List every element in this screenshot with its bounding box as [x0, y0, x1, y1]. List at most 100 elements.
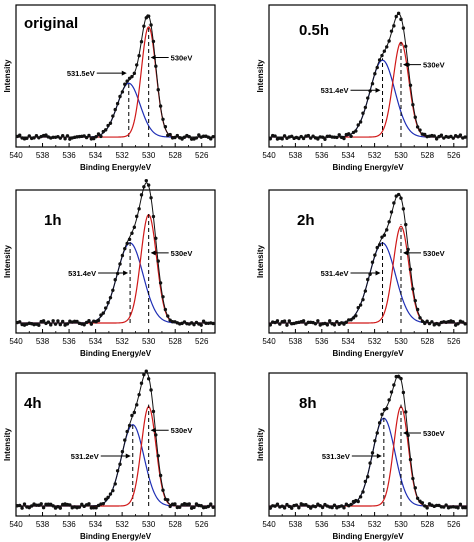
data-point [290, 506, 294, 510]
data-point [149, 23, 153, 27]
panel-0.5h: 540 538 536 534 532 530 528 526 Binding Energy/e… [256, 4, 468, 172]
data-point [61, 133, 65, 138]
data-point [423, 132, 427, 137]
data-point [418, 316, 422, 320]
data-point [139, 40, 144, 44]
data-point [456, 135, 460, 139]
data-point [58, 322, 63, 327]
x-tick-label: 538 [36, 520, 50, 529]
data-point [189, 321, 194, 325]
data-point [382, 49, 387, 53]
data-point [377, 58, 382, 62]
data-point [413, 298, 417, 303]
data-point [323, 137, 327, 141]
data-point [437, 323, 441, 327]
data-point [392, 24, 396, 28]
data-point [108, 492, 113, 496]
data-point [290, 134, 294, 138]
data-point [142, 372, 146, 377]
data-point [120, 449, 125, 454]
data-point [41, 505, 46, 510]
data-point [87, 318, 91, 323]
data-point [132, 71, 137, 76]
data-point [451, 320, 455, 324]
data-point [27, 134, 31, 138]
y-axis-label: Intensity [256, 245, 265, 278]
x-tick-label: 540 [9, 151, 23, 160]
x-tick-label: 526 [447, 520, 461, 529]
x-tick-label: 538 [289, 520, 303, 529]
data-point [349, 318, 353, 322]
data-point [273, 504, 277, 508]
data-point [396, 375, 401, 379]
x-axis-label: Binding Energy/eV [80, 163, 152, 172]
data-point [401, 390, 406, 395]
data-point [430, 320, 434, 324]
data-point [320, 505, 325, 510]
x-axis-label: Binding Energy/eV [332, 532, 404, 541]
peak-label-red: 530eV [423, 429, 445, 438]
data-point [268, 506, 273, 510]
x-tick-label: 532 [115, 151, 129, 160]
data-point [173, 135, 177, 140]
data-point [425, 319, 429, 323]
x-tick-label: 536 [62, 520, 76, 529]
data-point [423, 504, 427, 508]
data-point [373, 72, 377, 76]
data-point [399, 196, 403, 200]
x-axis-label: Binding Energy/eV [332, 349, 404, 358]
data-point [139, 193, 144, 197]
data-point [127, 76, 132, 81]
data-point [268, 137, 273, 141]
data-point [63, 137, 67, 141]
data-point [311, 134, 315, 138]
data-point [137, 207, 141, 211]
data-point [51, 135, 55, 139]
data-point [385, 45, 389, 49]
data-point [154, 64, 158, 68]
data-point [199, 323, 203, 327]
data-point [273, 320, 277, 325]
data-point [149, 196, 153, 200]
data-point [328, 319, 332, 323]
data-point [361, 297, 365, 302]
data-point [309, 506, 313, 510]
data-point [335, 135, 339, 140]
x-tick-label: 530 [142, 520, 156, 529]
data-point [392, 383, 396, 387]
data-point [444, 503, 448, 507]
x-tick-label: 528 [169, 151, 183, 160]
data-point [415, 125, 420, 129]
data-point [211, 505, 215, 509]
data-point [58, 506, 63, 510]
data-point [392, 201, 396, 205]
data-point [337, 133, 341, 137]
data-point [82, 134, 86, 138]
data-point [408, 457, 413, 462]
data-point [320, 135, 325, 139]
peak-label-blue: 531.2eV [71, 452, 99, 461]
peak-label-blue: 531.3eV [322, 452, 350, 461]
x-axis-label: Binding Energy/eV [80, 349, 152, 358]
data-point [166, 498, 170, 502]
data-point [163, 307, 168, 312]
panel-label: 2h [297, 212, 315, 229]
plot-frame [15, 4, 216, 148]
data-point [106, 301, 110, 305]
data-point [92, 136, 96, 141]
data-point [123, 246, 127, 251]
data-point [361, 490, 365, 494]
data-point [375, 245, 379, 250]
data-point [377, 243, 382, 247]
data-point [125, 79, 129, 83]
data-point [113, 107, 117, 112]
data-point [166, 314, 170, 318]
data-point [161, 117, 165, 122]
data-point [389, 29, 394, 33]
data-point [294, 503, 299, 507]
data-point [178, 505, 182, 510]
data-point [65, 134, 70, 138]
data-point [408, 83, 413, 87]
data-point [194, 136, 199, 140]
data-point [130, 413, 134, 418]
